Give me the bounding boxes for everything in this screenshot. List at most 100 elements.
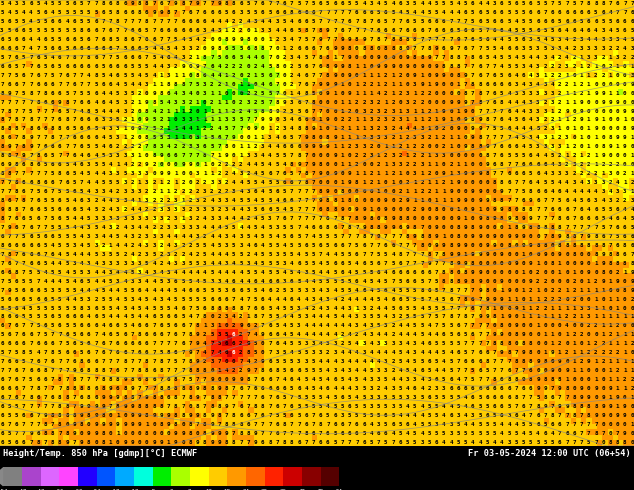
Text: 3: 3 bbox=[420, 440, 424, 445]
Text: 7: 7 bbox=[217, 145, 221, 149]
Text: 4: 4 bbox=[181, 270, 184, 275]
Text: 4: 4 bbox=[247, 279, 250, 284]
Text: 1: 1 bbox=[602, 306, 605, 311]
Text: 1: 1 bbox=[152, 82, 156, 87]
Text: 0: 0 bbox=[565, 342, 569, 346]
Text: 0: 0 bbox=[145, 91, 148, 96]
Text: 0: 0 bbox=[217, 37, 221, 42]
Text: 3: 3 bbox=[268, 135, 271, 140]
Text: 2: 2 bbox=[573, 46, 576, 51]
Text: 4: 4 bbox=[333, 288, 337, 293]
Text: 9: 9 bbox=[507, 288, 511, 293]
Text: 7: 7 bbox=[239, 395, 243, 400]
Text: 8: 8 bbox=[232, 306, 235, 311]
Text: 5: 5 bbox=[283, 153, 286, 158]
Text: 6: 6 bbox=[44, 99, 47, 104]
Text: 2: 2 bbox=[145, 207, 148, 212]
Text: 5: 5 bbox=[319, 395, 322, 400]
Text: 0: 0 bbox=[493, 270, 496, 275]
Text: 7: 7 bbox=[565, 413, 569, 418]
Text: 8: 8 bbox=[145, 377, 148, 382]
Text: 4: 4 bbox=[551, 431, 554, 436]
Text: 5: 5 bbox=[427, 413, 431, 418]
Text: 4: 4 bbox=[217, 126, 221, 131]
Text: 9: 9 bbox=[616, 413, 619, 418]
Text: 6: 6 bbox=[72, 359, 76, 364]
Text: 5: 5 bbox=[420, 19, 424, 24]
Text: 0: 0 bbox=[435, 91, 438, 96]
Text: 1: 1 bbox=[210, 118, 214, 122]
Text: 5: 5 bbox=[87, 243, 91, 248]
Text: 0: 0 bbox=[493, 261, 496, 266]
Text: 9: 9 bbox=[377, 64, 380, 69]
Text: 3: 3 bbox=[558, 171, 562, 176]
Text: 0: 0 bbox=[630, 99, 634, 104]
Text: 1: 1 bbox=[348, 126, 351, 131]
Text: 4: 4 bbox=[312, 315, 315, 319]
Text: 7: 7 bbox=[224, 135, 228, 140]
Text: 4: 4 bbox=[348, 323, 351, 328]
Text: 0: 0 bbox=[623, 153, 626, 158]
Text: 3: 3 bbox=[558, 145, 562, 149]
Text: 2: 2 bbox=[217, 189, 221, 194]
Text: 6: 6 bbox=[283, 145, 286, 149]
Text: 0: 0 bbox=[138, 108, 141, 114]
Text: 7: 7 bbox=[333, 37, 337, 42]
Text: 7: 7 bbox=[319, 46, 322, 51]
Text: 7: 7 bbox=[514, 350, 518, 355]
Text: 7: 7 bbox=[0, 359, 4, 364]
Text: 2: 2 bbox=[558, 135, 562, 140]
Text: 3: 3 bbox=[370, 135, 373, 140]
Text: 3: 3 bbox=[87, 306, 91, 311]
Text: 6: 6 bbox=[616, 207, 619, 212]
Text: 2: 2 bbox=[594, 350, 598, 355]
Text: 8: 8 bbox=[224, 386, 228, 391]
Text: 5: 5 bbox=[384, 422, 387, 427]
Text: 7: 7 bbox=[486, 99, 489, 104]
Text: 8: 8 bbox=[478, 91, 482, 96]
Text: 8: 8 bbox=[377, 225, 380, 230]
Text: 3: 3 bbox=[471, 413, 474, 418]
Text: 1: 1 bbox=[500, 315, 503, 319]
Text: 1: 1 bbox=[522, 306, 525, 311]
Text: 6: 6 bbox=[123, 350, 127, 355]
Text: 8: 8 bbox=[514, 395, 518, 400]
Text: 9: 9 bbox=[196, 64, 199, 69]
Text: 2: 2 bbox=[594, 73, 598, 78]
Text: 2: 2 bbox=[283, 108, 286, 114]
Text: 0: 0 bbox=[471, 180, 474, 185]
Text: 8: 8 bbox=[203, 368, 207, 373]
Text: 7: 7 bbox=[333, 28, 337, 33]
Text: 1: 1 bbox=[340, 135, 344, 140]
Text: 2: 2 bbox=[413, 207, 417, 212]
Text: 0: 0 bbox=[536, 342, 540, 346]
Text: 5: 5 bbox=[94, 145, 98, 149]
Text: 5: 5 bbox=[579, 198, 583, 203]
Text: 7: 7 bbox=[450, 306, 453, 311]
Text: 4: 4 bbox=[384, 296, 387, 301]
Text: 5: 5 bbox=[507, 1, 511, 6]
Text: 2: 2 bbox=[391, 99, 395, 104]
Text: 7: 7 bbox=[109, 19, 112, 24]
Text: 2: 2 bbox=[573, 55, 576, 60]
Text: 4: 4 bbox=[406, 404, 410, 409]
Text: 5: 5 bbox=[456, 395, 460, 400]
Text: 6: 6 bbox=[101, 82, 105, 87]
Text: 0: 0 bbox=[363, 55, 366, 60]
Text: 6: 6 bbox=[254, 243, 257, 248]
Text: 3: 3 bbox=[609, 198, 612, 203]
Text: 8: 8 bbox=[101, 431, 105, 436]
Text: 1: 1 bbox=[384, 171, 387, 176]
Text: 6: 6 bbox=[573, 431, 576, 436]
Text: 8: 8 bbox=[181, 386, 184, 391]
Text: 5: 5 bbox=[268, 306, 271, 311]
Text: 6: 6 bbox=[22, 413, 25, 418]
Text: -8: -8 bbox=[149, 489, 156, 490]
Text: 7: 7 bbox=[44, 135, 47, 140]
Text: 1: 1 bbox=[174, 73, 178, 78]
Text: 6: 6 bbox=[630, 243, 634, 248]
Text: 0: 0 bbox=[326, 162, 330, 167]
Text: 9: 9 bbox=[463, 118, 467, 122]
Text: 0: 0 bbox=[319, 99, 322, 104]
Text: 5: 5 bbox=[268, 243, 271, 248]
